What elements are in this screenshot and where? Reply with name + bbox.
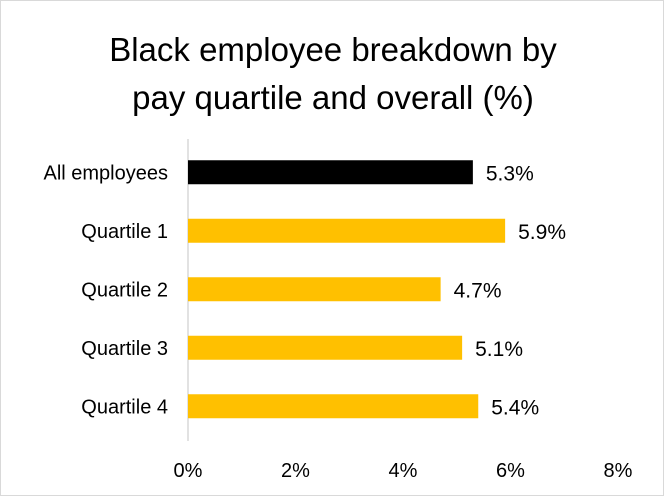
bar xyxy=(188,160,473,185)
data-label: 5.4% xyxy=(491,396,539,419)
data-label: 5.3% xyxy=(486,162,534,185)
x-tick-label: 0% xyxy=(174,460,203,482)
category-label: All employees xyxy=(43,162,168,184)
chart-marks: All employees 5.3% Quartile 1 5.9% Quartile … xyxy=(43,160,633,482)
x-tick-label: 8% xyxy=(604,460,633,482)
bar xyxy=(188,277,441,302)
bar xyxy=(188,335,463,360)
chart-title-line-2: pay quartile and overall (%) xyxy=(132,79,534,116)
data-label: 4.7% xyxy=(454,279,502,302)
x-tick-label: 6% xyxy=(496,460,525,482)
bar xyxy=(188,218,506,243)
data-label: 5.9% xyxy=(518,221,566,244)
bar xyxy=(188,394,479,419)
data-label: 5.1% xyxy=(475,338,523,361)
x-tick-label: 4% xyxy=(389,460,418,482)
category-label: Quartile 3 xyxy=(81,338,168,360)
category-label: Quartile 2 xyxy=(81,279,168,301)
chart-title-line-1: Black employee breakdown by xyxy=(109,31,557,68)
x-tick-label: 2% xyxy=(281,460,310,482)
category-label: Quartile 1 xyxy=(81,221,168,243)
category-label: Quartile 4 xyxy=(81,396,168,418)
